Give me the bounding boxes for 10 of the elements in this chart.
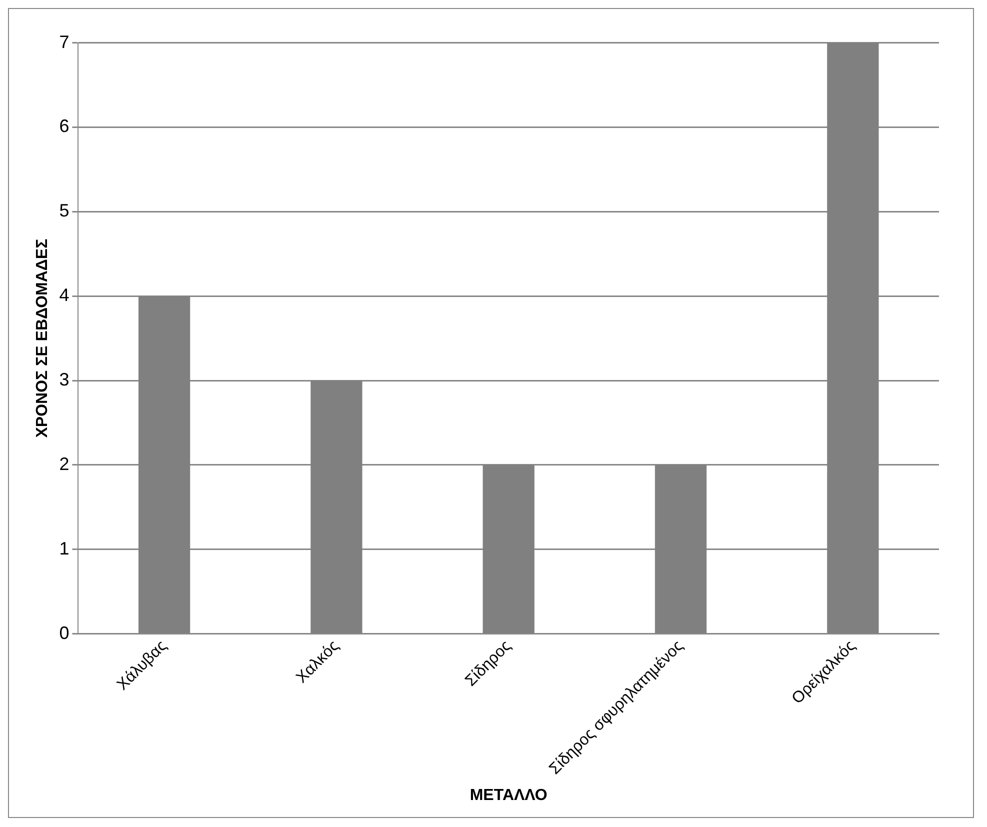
y-tick-label: 0 bbox=[59, 622, 70, 643]
y-tick-label: 6 bbox=[59, 116, 70, 136]
y-tick-label: 7 bbox=[59, 32, 70, 52]
y-tick-label: 4 bbox=[59, 285, 70, 306]
y-tick-label: 3 bbox=[59, 369, 70, 390]
y-tick-label: 1 bbox=[59, 538, 70, 558]
y-tick-label: 5 bbox=[59, 200, 70, 221]
y-axis-title: ΧΡΟΝΟΣ ΣΕ ΕΒΔΟΜΑΔΕΣ bbox=[34, 238, 52, 438]
x-axis-title: ΜΕΤΑΛΛΟ bbox=[470, 786, 548, 804]
y-tick-label: 2 bbox=[59, 454, 70, 474]
